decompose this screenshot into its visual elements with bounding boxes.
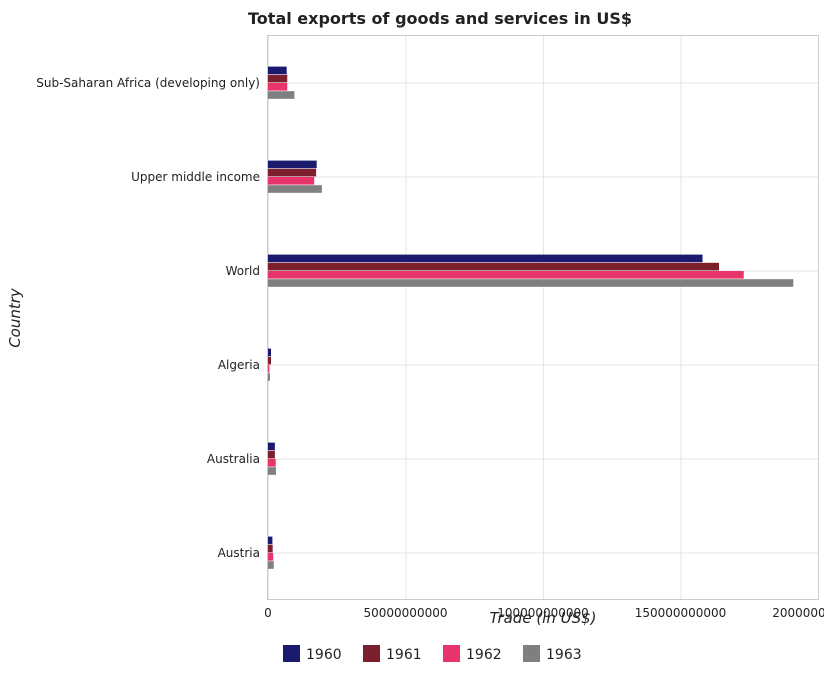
x-tick-label: 150000000000: [635, 606, 727, 620]
x-axis-ticks: 0 50000000000 100000000000 150000000000 2000…: [264, 606, 824, 620]
legend-label-1960: 1960: [306, 647, 342, 663]
y-tick-label: Upper middle income: [131, 170, 260, 184]
bar-1962: [268, 83, 288, 91]
bar-1960: [268, 536, 273, 545]
bar-1960: [268, 348, 272, 357]
legend-swatch-1961: [363, 645, 380, 662]
y-tick-label: Australia: [207, 452, 260, 466]
x-tick-label: 50000000000: [364, 606, 448, 620]
x-tick-label: 200000000000: [772, 606, 824, 620]
bar-1960: [268, 254, 703, 263]
y-axis-ticks: Sub-Saharan Africa (developing only) Uppe…: [36, 76, 260, 560]
x-tick-label: 0: [264, 606, 272, 620]
chart-title: Total exports of goods and services in U…: [248, 9, 632, 28]
bars: [268, 66, 794, 569]
y-tick-label: World: [226, 264, 260, 278]
bar-1960: [268, 66, 287, 75]
bar-1963: [268, 467, 276, 475]
bar-1961: [268, 450, 275, 459]
bar-1962: [268, 365, 270, 373]
bar-1963: [268, 91, 295, 99]
bar-1961: [268, 74, 288, 83]
bar-1961: [268, 356, 272, 365]
bar-1961: [268, 544, 273, 553]
bar-1962: [268, 177, 315, 185]
legend-label-1962: 1962: [466, 647, 502, 663]
legend-swatch-1963: [523, 645, 540, 662]
bar-1962: [268, 459, 276, 467]
y-tick-label: Algeria: [218, 358, 260, 372]
legend-label-1961: 1961: [386, 647, 422, 663]
bar-1960: [268, 442, 275, 451]
bar-1962: [268, 271, 744, 279]
bar-1963: [268, 185, 322, 193]
y-tick-label: Sub-Saharan Africa (developing only): [36, 76, 260, 90]
bar-1961: [268, 262, 719, 271]
legend-swatch-1962: [443, 645, 460, 662]
bar-1960: [268, 160, 317, 169]
bar-1962: [268, 553, 274, 561]
gridlines: [268, 36, 819, 600]
x-tick-label: 100000000000: [497, 606, 589, 620]
legend-label-1963: 1963: [546, 647, 582, 663]
y-tick-label: Austria: [218, 546, 260, 560]
legend: 1960 1961 1962 1963: [283, 645, 582, 663]
plot-frame: [267, 35, 819, 600]
x-axis-title: Trade (in US$): [489, 609, 596, 627]
bar-1963: [268, 561, 274, 569]
bar-1961: [268, 168, 317, 177]
legend-swatch-1960: [283, 645, 300, 662]
y-axis-title: Country: [6, 287, 24, 348]
bar-1963: [268, 279, 794, 287]
bar-1963: [268, 373, 270, 381]
